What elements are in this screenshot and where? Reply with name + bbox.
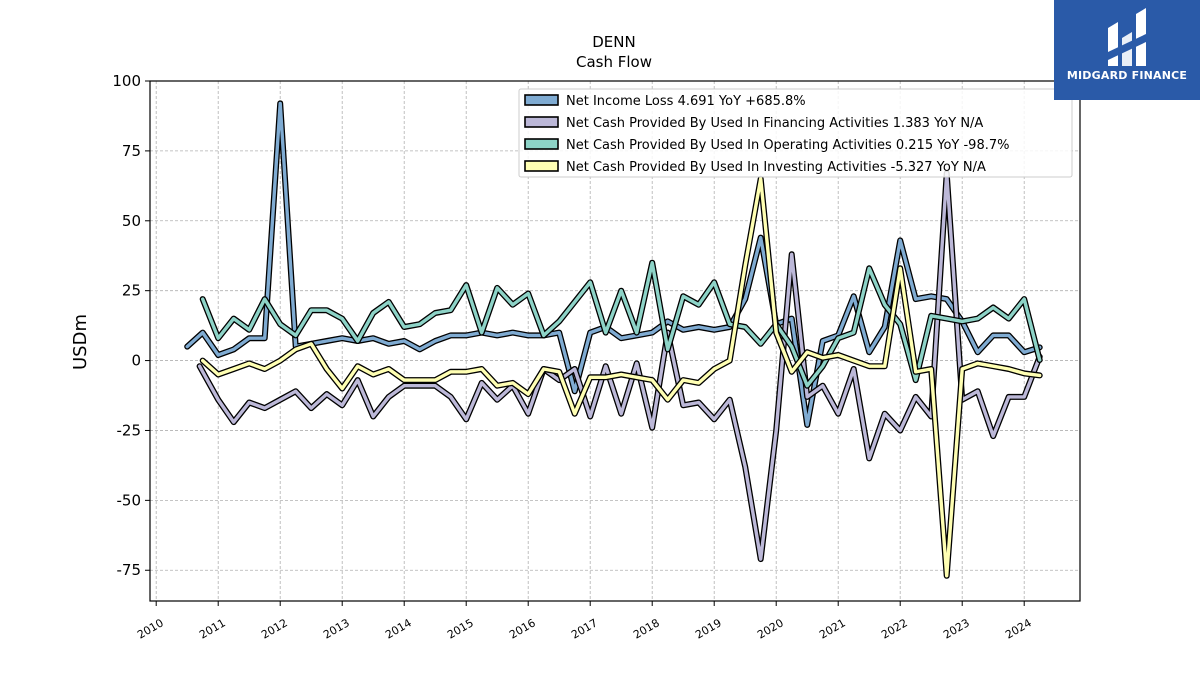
series-3 [199, 175, 1043, 579]
series-line [197, 171, 1042, 561]
y-tick-label: 50 [122, 212, 141, 230]
x-tick-label: 2014 [383, 616, 414, 641]
y-tick-label: -25 [117, 421, 142, 439]
legend-swatch [524, 160, 559, 172]
legend-label: Net Cash Provided By Used In Operating A… [566, 138, 1009, 153]
series-0 [184, 100, 1043, 428]
series-line [200, 261, 1042, 388]
legend-label: Net Cash Provided By Used In Investing A… [566, 160, 986, 175]
y-axis-label: USDm [70, 314, 91, 370]
y-tick-label: 25 [122, 282, 141, 300]
legend-swatch [524, 138, 559, 150]
x-tick-label: 2018 [631, 616, 662, 641]
x-tick-label: 2017 [569, 616, 600, 641]
legend-item: Net Cash Provided By Used In Financing A… [524, 116, 983, 131]
x-tick-label: 2010 [135, 616, 166, 641]
legend-item: Net Cash Provided By Used In Operating A… [524, 138, 1009, 153]
chart-title: DENN [592, 33, 635, 51]
brand-logo: MIDGARD FINANCE [1054, 0, 1200, 100]
legend-label: Net Income Loss 4.691 YoY +685.8% [566, 94, 806, 109]
x-tick-label: 2011 [197, 616, 228, 641]
y-tick-label: -75 [117, 561, 142, 579]
series-line [185, 101, 1042, 427]
x-tick-label: 2023 [941, 616, 972, 641]
x-tick-label: 2019 [693, 616, 724, 641]
legend-swatch [524, 116, 559, 128]
logo-mark-icon [1108, 8, 1146, 66]
x-tick-label: 2015 [445, 616, 476, 641]
x-tick-label: 2013 [321, 616, 352, 641]
y-tick-label: 75 [122, 142, 141, 160]
y-tick-label: -50 [117, 491, 142, 509]
x-tick-label: 2016 [507, 616, 538, 641]
series-1 [196, 170, 1043, 563]
y-tick-label: 0 [131, 352, 141, 370]
series-lines [184, 100, 1043, 579]
legend-swatch [524, 94, 559, 106]
y-tick-label: 100 [112, 72, 141, 90]
x-tick-label: 2020 [755, 616, 786, 641]
legend: Net Income Loss 4.691 YoY +685.8% Net Cas… [518, 88, 1073, 178]
legend-label: Net Cash Provided By Used In Financing A… [566, 116, 983, 131]
x-tick-label: 2024 [1003, 616, 1034, 641]
brand-name: MIDGARD FINANCE [1066, 69, 1188, 82]
x-tick-label: 2022 [879, 616, 910, 641]
series-line [200, 177, 1042, 578]
x-tick-label: 2021 [817, 616, 848, 641]
legend-box [518, 88, 1073, 178]
plot-frame [149, 80, 1081, 602]
legend-item: Net Income Loss 4.691 YoY +685.8% [524, 94, 806, 109]
legend-item: Net Cash Provided By Used In Investing A… [524, 160, 986, 175]
x-tick-label: 2012 [259, 616, 290, 641]
series-2 [199, 259, 1043, 389]
chart-subtitle: Cash Flow [576, 53, 652, 71]
